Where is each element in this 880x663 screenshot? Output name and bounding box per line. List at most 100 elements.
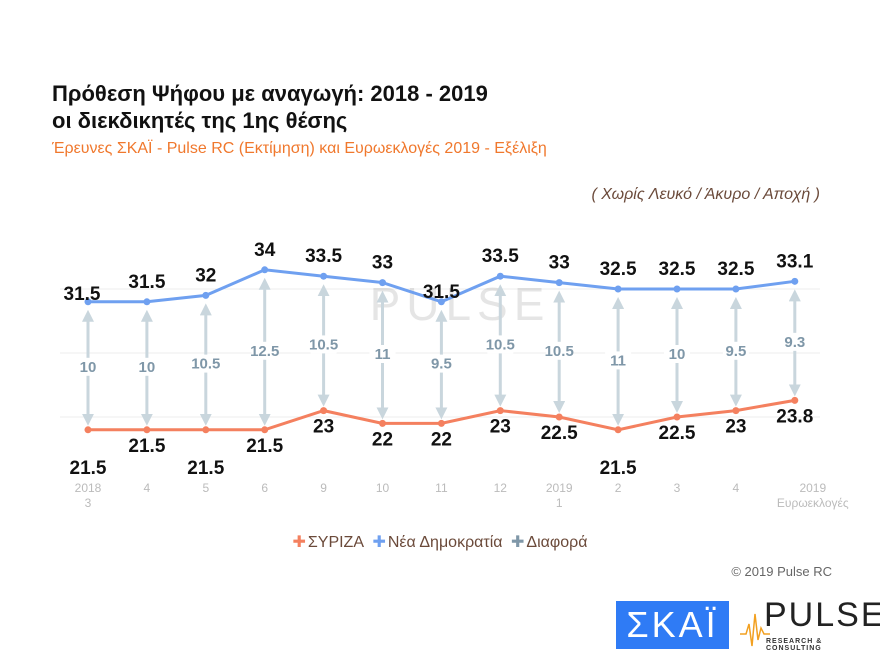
data-point xyxy=(732,407,740,415)
diff-label-bg xyxy=(251,341,278,360)
diff-label-bg xyxy=(722,341,749,360)
diff-label-bg xyxy=(133,357,160,376)
x-tick-label: 1 xyxy=(556,496,563,510)
legend-marker-icon: ✚ xyxy=(511,534,525,551)
x-tick-label: 3 xyxy=(85,496,92,510)
data-point xyxy=(84,426,92,434)
data-point xyxy=(202,426,210,434)
data-label: 32.5 xyxy=(659,259,696,280)
diff-label: 9.5 xyxy=(725,343,746,360)
title-line-1: Πρόθεση Ψήφου με αναγωγή: 2018 - 2019 xyxy=(52,81,488,106)
x-tick-label: 9 xyxy=(320,481,327,495)
data-point xyxy=(202,291,210,299)
data-label: 21.5 xyxy=(70,458,107,479)
data-point xyxy=(732,285,740,293)
data-point xyxy=(555,413,563,421)
data-point xyxy=(437,298,445,306)
diff-label: 10.5 xyxy=(545,343,574,360)
data-point xyxy=(614,285,622,293)
diff-label-bg xyxy=(487,335,514,354)
data-label: 21.5 xyxy=(187,458,224,479)
data-label: 22.5 xyxy=(541,423,578,444)
x-tick-label: 10 xyxy=(376,481,390,495)
diff-label: 9.3 xyxy=(784,334,805,351)
data-point xyxy=(379,279,386,287)
data-label: 23 xyxy=(490,417,511,438)
x-tick-label: 5 xyxy=(202,481,209,495)
data-label: 23 xyxy=(725,417,746,438)
diff-label: 10.5 xyxy=(309,336,338,353)
diff-label: 11 xyxy=(610,352,626,369)
diff-label: 10 xyxy=(80,359,97,376)
x-tick-label: 2 xyxy=(615,481,622,495)
data-point xyxy=(496,407,504,415)
copyright: © 2019 Pulse RC xyxy=(731,564,832,579)
x-tick-label: 2019 xyxy=(546,481,573,495)
diff-label: 10 xyxy=(139,359,156,376)
diff-label: 10 xyxy=(669,346,686,363)
data-point xyxy=(614,426,622,434)
legend-diff: ✚ Διαφορά xyxy=(511,534,588,551)
diff-label-bg xyxy=(546,341,573,360)
data-point xyxy=(261,426,269,434)
data-label: 33.1 xyxy=(776,251,813,272)
data-label: 32.5 xyxy=(600,259,637,280)
x-tick-label: 6 xyxy=(261,481,268,495)
diff-label-bg xyxy=(310,335,337,354)
data-point xyxy=(379,419,386,427)
diff-label: 12.5 xyxy=(250,343,279,360)
diff-label-bg xyxy=(428,354,455,373)
diff-label-bg xyxy=(369,345,396,363)
pulse-logo: PULSE RESEARCH & CONSULTING xyxy=(740,596,880,652)
diff-label-bg xyxy=(664,345,690,363)
skai-logo: ΣΚΑΪ xyxy=(616,601,729,649)
data-point xyxy=(84,298,92,306)
data-label: 34 xyxy=(254,240,276,261)
legend-marker-icon: ✚ xyxy=(372,534,386,551)
data-point xyxy=(143,298,151,306)
x-tick-label: 2018 xyxy=(75,481,102,495)
data-label: 21.5 xyxy=(246,436,283,457)
data-label: 21.5 xyxy=(600,458,637,479)
data-point xyxy=(437,419,445,427)
diff-label: 10.5 xyxy=(191,356,220,373)
legend-syriza: ✚ ΣΥΡΙΖΑ xyxy=(292,534,364,551)
chart-title: Πρόθεση Ψήφου με αναγωγή: 2018 - 2019 οι … xyxy=(52,80,488,134)
legend-marker-icon: ✚ xyxy=(292,534,306,551)
x-tick-label: 4 xyxy=(733,481,740,495)
data-point xyxy=(143,426,151,434)
data-label: 31.5 xyxy=(128,272,165,293)
data-label: 21.5 xyxy=(128,436,165,457)
data-label: 33.5 xyxy=(482,246,519,267)
legend-nd: ✚ Νέα Δημοκρατία xyxy=(372,534,503,551)
data-label: 22 xyxy=(431,429,452,450)
x-tick-label: 12 xyxy=(494,481,508,495)
diff-label: 11 xyxy=(375,346,391,363)
x-tick-label: 4 xyxy=(144,481,151,495)
data-label: 32 xyxy=(195,265,216,286)
data-label: 22 xyxy=(372,429,393,450)
x-tick-label: 3 xyxy=(674,481,681,495)
data-label: 33 xyxy=(372,253,393,274)
data-label: 33.5 xyxy=(305,246,342,267)
data-label: 31.5 xyxy=(423,282,460,303)
diff-label-bg xyxy=(605,351,632,370)
data-label: 23.8 xyxy=(776,406,813,427)
diff-label: 9.5 xyxy=(431,356,452,373)
x-tick-label: Ευρωεκλογές xyxy=(777,496,849,510)
data-point xyxy=(791,396,799,404)
data-point xyxy=(496,272,504,280)
data-label: 32.5 xyxy=(717,259,754,280)
diff-label-bg xyxy=(781,332,808,351)
pulse-wave-icon xyxy=(740,613,770,647)
chart-note: ( Χωρίς Λευκό / Άκυρο / Αποχή ) xyxy=(591,186,820,203)
diff-label: 10.5 xyxy=(486,336,515,353)
data-label: 22.5 xyxy=(659,423,696,444)
data-label: 33 xyxy=(549,253,570,274)
title-line-2: οι διεκδικητές της 1ης θέσης xyxy=(52,108,348,133)
data-label: 31.5 xyxy=(64,284,101,305)
diff-label-bg xyxy=(75,357,101,376)
data-point xyxy=(555,279,563,287)
